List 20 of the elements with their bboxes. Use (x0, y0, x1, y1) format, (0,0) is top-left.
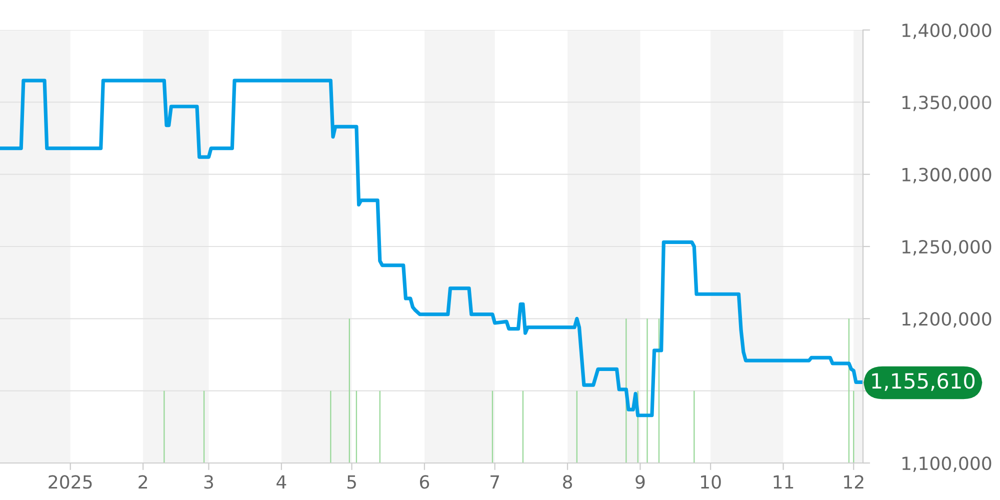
y-tick-label: 1,400,000 (902, 23, 992, 39)
y-tick-label: 1,300,000 (902, 168, 992, 184)
y-tick-label: 1,350,000 (902, 96, 992, 112)
x-tick-label: 8 (562, 475, 572, 489)
x-tick-label: 9 (636, 475, 645, 489)
line-series (0, 78, 862, 418)
annotation: 1,155,610 (872, 373, 975, 391)
x-tick-label: 12 (844, 475, 864, 489)
x-tick-label: 3 (204, 475, 214, 489)
x-tick-label: 7 (490, 475, 500, 489)
y-tick-label: 1,100,000 (902, 456, 992, 472)
x-tick-label: 2 (138, 475, 147, 489)
x-tick-label: 5 (347, 475, 356, 489)
y-tick-label: 1,250,000 (902, 240, 992, 256)
x-tick-label: 6 (420, 475, 430, 489)
x-tick-label: 4 (276, 475, 286, 489)
x-tick-label: 11 (774, 475, 794, 489)
x-tick-label: 10 (701, 475, 721, 489)
x-tick-label: 2025 (48, 475, 92, 489)
y-tick-label: 1,200,000 (902, 312, 992, 328)
